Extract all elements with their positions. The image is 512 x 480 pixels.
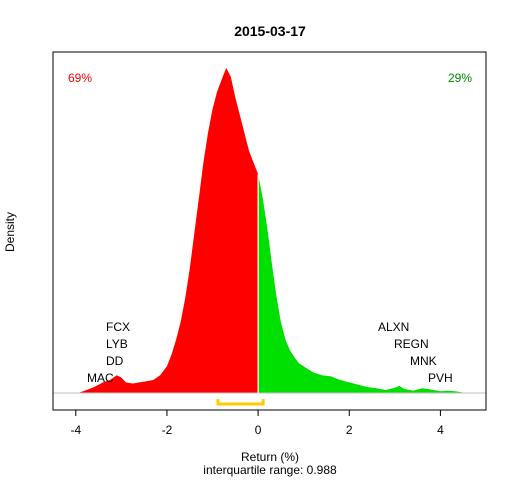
negative-share-label: 69% xyxy=(68,71,92,85)
x-axis-label: Return (%) xyxy=(241,450,299,464)
negative-return-area xyxy=(78,67,259,394)
iqr-bracket xyxy=(216,399,265,406)
y-axis-label: Density xyxy=(3,212,17,252)
positive-return-area xyxy=(258,174,466,393)
ticker-labels: FCX LYB DD MAC ALXN REGN MNK PVH xyxy=(87,320,453,385)
iqr-bracket-line xyxy=(216,399,265,406)
ticker-right-regn: REGN xyxy=(394,337,429,351)
x-tick-label: 4 xyxy=(437,423,444,437)
x-axis-ticks: -4 -2 0 2 4 xyxy=(70,410,444,437)
ticker-left-lyb: LYB xyxy=(106,337,128,351)
plot-frame xyxy=(52,51,487,411)
x-tick-label: -2 xyxy=(162,423,173,437)
iqr-subtitle: interquartile range: 0.988 xyxy=(203,463,337,477)
ticker-right-mnk: MNK xyxy=(410,354,437,368)
density-areas xyxy=(78,67,466,394)
positive-share-label: 29% xyxy=(448,71,472,85)
x-tick-label: -4 xyxy=(70,423,81,437)
ticker-left-fcx: FCX xyxy=(106,320,130,334)
ticker-left-dd: DD xyxy=(106,354,124,368)
ticker-right-alxn: ALXN xyxy=(378,320,409,334)
ticker-right-pvh: PVH xyxy=(428,371,453,385)
chart-title: 2015-03-17 xyxy=(234,23,306,39)
x-tick-label: 2 xyxy=(346,423,353,437)
x-tick-label: 0 xyxy=(255,423,262,437)
ticker-left-mac: MAC xyxy=(87,371,114,385)
